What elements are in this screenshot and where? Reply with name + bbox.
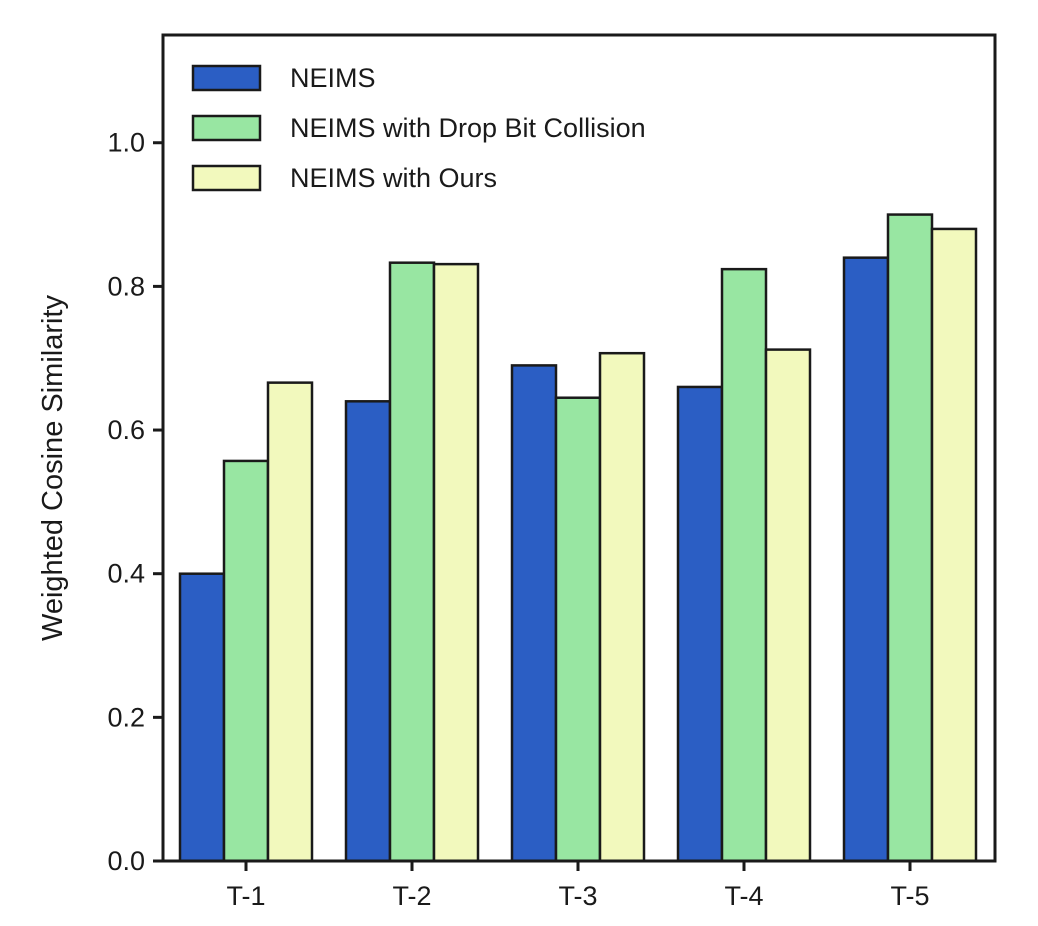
bar-T-1-series-2	[222, 459, 270, 863]
y-axis: 0.0 0.2 0.4 0.6 0.8 1.0	[107, 128, 163, 876]
y-tick-label: 0.2	[107, 702, 145, 732]
x-tick-label: T-1	[226, 881, 265, 911]
bar-T-1-series-3	[266, 381, 314, 863]
y-tick-label: 0.6	[107, 415, 145, 445]
bar-T-2-series-2	[388, 261, 436, 863]
bar-T-4-series-2	[720, 267, 768, 863]
x-tick-label: T-5	[890, 881, 929, 911]
legend-swatch	[191, 64, 262, 92]
x-tick-label: T-4	[724, 881, 763, 911]
legend-label: NEIMS with Ours	[290, 163, 497, 193]
bar-T-1-series-1	[178, 572, 226, 863]
bar-T-4-series-1	[676, 385, 724, 863]
bar-T-5-series-1	[842, 256, 890, 863]
bar-T-2-series-3	[432, 262, 480, 863]
y-tick-label: 1.0	[107, 128, 145, 158]
bar-T-5-series-3	[930, 227, 978, 863]
bars-layer	[178, 213, 978, 863]
x-axis: T-1 T-2 T-3 T-4 T-5	[226, 861, 930, 911]
y-axis-label: Weighted Cosine Similarity	[37, 295, 69, 641]
legend-label: NEIMS	[290, 63, 376, 93]
legend-swatch	[191, 114, 262, 142]
bar-T-3-series-3	[598, 351, 646, 863]
x-tick-label: T-3	[558, 881, 597, 911]
bar-T-3-series-1	[510, 364, 558, 863]
bar-T-4-series-3	[764, 348, 812, 863]
bar-T-5-series-2	[886, 213, 934, 863]
bar-T-2-series-1	[344, 400, 392, 863]
y-tick-label: 0.0	[107, 846, 145, 876]
x-tick-label: T-2	[392, 881, 431, 911]
legend-swatch	[191, 164, 262, 192]
y-tick-label: 0.4	[107, 559, 145, 589]
legend: NEIMS NEIMS with Drop Bit Collision NEIMS …	[191, 63, 646, 193]
legend-label: NEIMS with Drop Bit Collision	[290, 113, 646, 143]
bar-T-3-series-2	[554, 396, 602, 863]
y-tick-label: 0.8	[107, 271, 145, 301]
